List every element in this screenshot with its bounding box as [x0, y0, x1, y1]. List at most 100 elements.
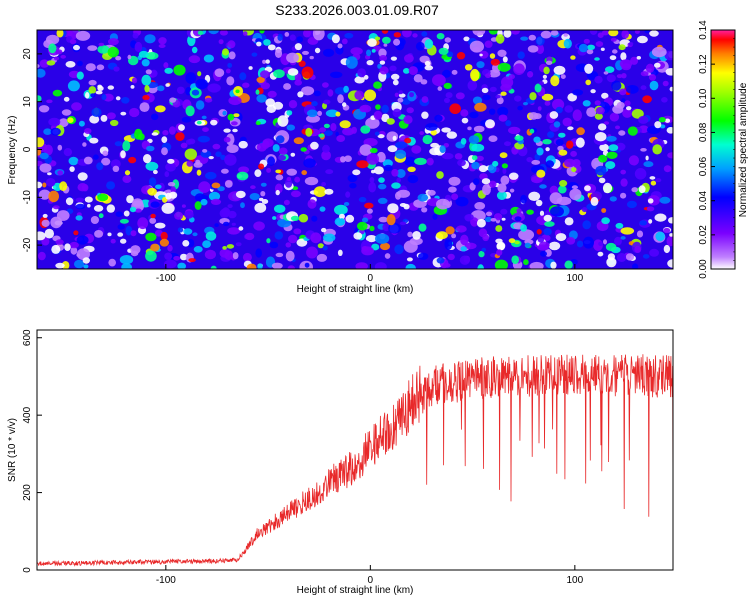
heatmap-cell: [513, 63, 525, 75]
snr-x-tick-label: -100: [156, 575, 176, 586]
heatmap-cell: [615, 125, 620, 130]
heatmap-cell: [144, 34, 156, 44]
heatmap-cell: [379, 55, 388, 62]
heatmap-cell: [648, 219, 653, 224]
heatmap-cell: [187, 238, 195, 248]
heatmap-cell: [283, 83, 292, 90]
heatmap-cell: [478, 165, 488, 173]
heatmap-cell: [255, 89, 260, 95]
heatmap-cell: [164, 252, 173, 260]
heatmap-cell: [514, 135, 524, 141]
heatmap-cell: [666, 127, 673, 134]
heatmap-cell: [490, 58, 500, 66]
heatmap-cell: [601, 92, 609, 99]
heatmap-cell: [553, 121, 561, 128]
heatmap-cell: [489, 53, 496, 59]
heatmap-cell: [664, 118, 671, 123]
heatmap-cell: [621, 73, 627, 79]
heatmap-cell: [473, 125, 485, 133]
heatmap-cell: [319, 206, 326, 212]
colorbar-tick-label: 0.02: [698, 225, 709, 245]
heatmap-cell: [636, 230, 644, 238]
heatmap-cell: [484, 216, 492, 223]
heatmap-cell: [183, 228, 193, 235]
heatmap-cell: [115, 56, 122, 61]
heatmap-cell: [260, 191, 266, 197]
heatmap-cell: [575, 137, 585, 148]
heatmap-cell: [126, 195, 134, 204]
heatmap-cell: [227, 113, 235, 121]
heatmap-cell: [98, 42, 105, 47]
heatmap-cell: [547, 131, 555, 139]
heatmap-cell: [194, 201, 202, 210]
heatmap-cell: [550, 30, 559, 36]
heatmap-cell: [363, 74, 369, 80]
heatmap-cell: [106, 181, 116, 190]
heatmap-cell: [132, 198, 143, 207]
heatmap-cell: [181, 116, 192, 123]
heatmap-cell: [322, 102, 327, 110]
heatmap-cell: [523, 102, 528, 106]
heatmap-cell: [665, 68, 673, 76]
heatmap-cell: [394, 244, 404, 255]
heatmap-cell: [274, 231, 284, 240]
heatmap-cell: [345, 214, 355, 223]
heatmap-cell: [642, 95, 652, 104]
heatmap-cell: [238, 140, 248, 149]
colorbar-tick-label: 0.00: [698, 259, 709, 279]
colorbar-gradient: [710, 29, 736, 270]
heatmap-cell: [238, 166, 250, 174]
heatmap-cell: [159, 238, 169, 247]
heatmap-cell: [366, 49, 372, 57]
heatmap-cell: [284, 178, 293, 188]
heatmap-cell: [481, 87, 489, 94]
heatmap-cell: [392, 135, 397, 141]
heatmap-cell: [614, 236, 622, 246]
heatmap-cell: [165, 162, 177, 172]
heatmap-cell: [620, 52, 627, 61]
heatmap-cell: [365, 235, 377, 243]
heatmap-cell: [553, 65, 566, 75]
heatmap-cell: [215, 151, 222, 157]
heatmap-cell: [55, 239, 64, 245]
heatmap-cell: [313, 90, 321, 97]
heatmap-cell: [330, 123, 337, 132]
heatmap-cell: [470, 68, 480, 82]
heatmap-cell: [549, 111, 559, 119]
heatmap-cell: [484, 40, 493, 48]
heatmap-cell: [224, 180, 233, 188]
heatmap-cell: [594, 113, 603, 120]
heatmap-cell: [339, 213, 345, 219]
heatmap-cell: [473, 178, 480, 186]
heatmap-cell: [496, 97, 504, 105]
heatmap-cell: [626, 106, 632, 111]
heatmap-cell: [68, 156, 79, 166]
heatmap-cell: [541, 93, 554, 101]
heatmap-cell: [196, 169, 202, 176]
heatmap-cell: [636, 35, 648, 44]
heatmap-cell: [129, 206, 137, 213]
heatmap-cell: [369, 147, 378, 154]
heatmap-cell: [146, 145, 155, 152]
heatmap-cell: [502, 56, 508, 63]
heatmap-cell: [290, 190, 301, 198]
heatmap-cell: [598, 177, 606, 184]
heatmap-cell: [47, 172, 52, 176]
heatmap-cell: [218, 39, 224, 45]
heatmap-cell: [226, 144, 239, 153]
heatmap-cell: [460, 234, 469, 246]
snr-x-label: Height of straight line (km): [297, 585, 414, 596]
heatmap-cell: [341, 38, 348, 45]
heatmap-cell: [197, 135, 210, 143]
heatmap-cell: [354, 76, 365, 84]
heatmap-cell: [106, 112, 116, 120]
heatmap-cell: [223, 221, 230, 227]
heatmap-cell: [150, 243, 160, 252]
heatmap-cell: [414, 157, 427, 165]
heatmap-cell: [432, 74, 446, 87]
heatmap-cell: [318, 133, 325, 138]
heatmap-cell: [398, 90, 403, 95]
heatmap-cell: [41, 219, 50, 227]
heatmap-cell: [368, 181, 377, 193]
heatmap-cell: [87, 45, 98, 51]
